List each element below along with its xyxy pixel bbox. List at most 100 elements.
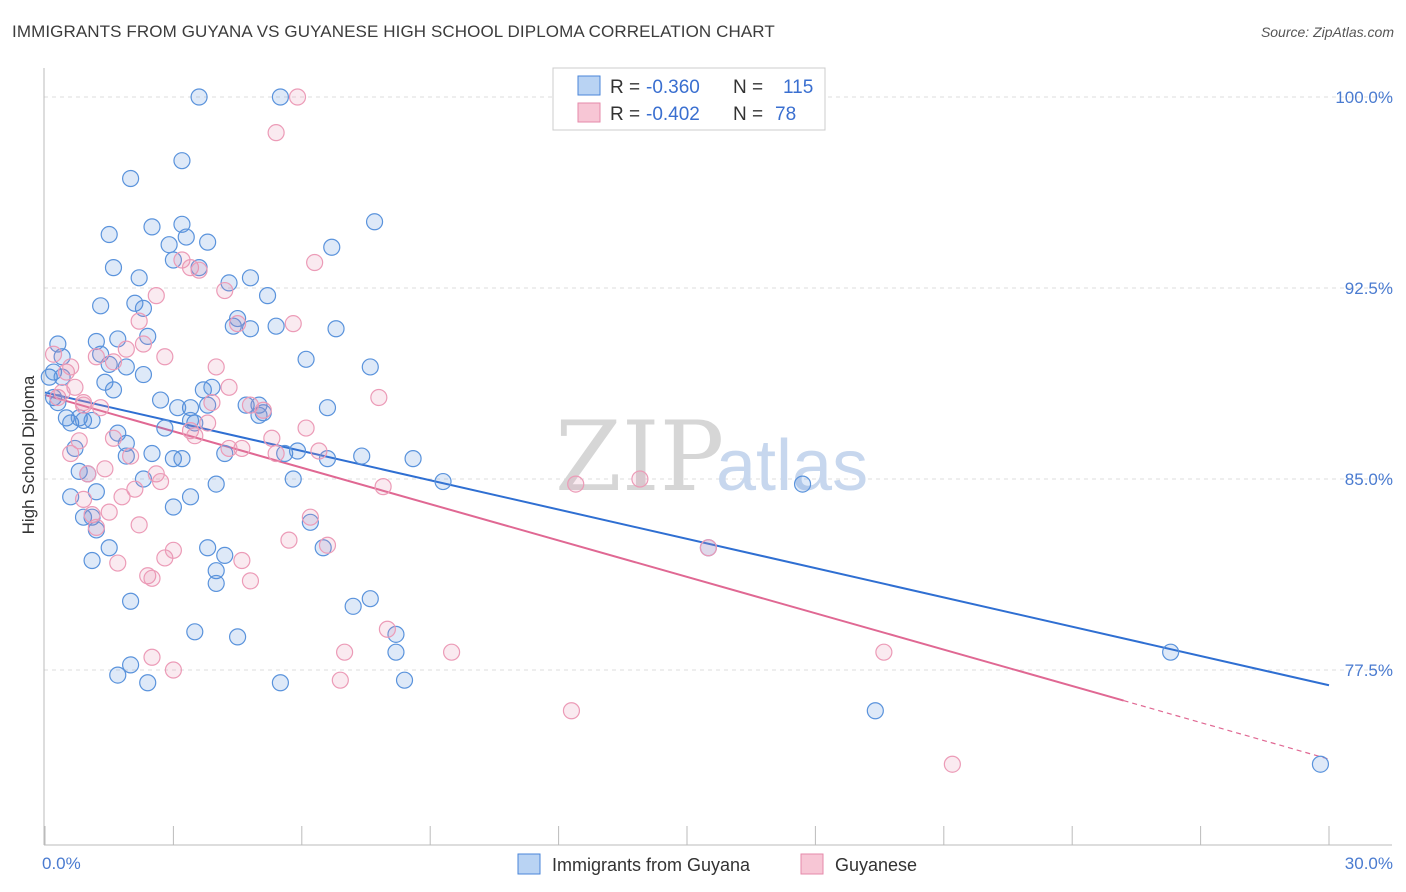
blue-point-107: [1162, 643, 1180, 661]
legend-r-label-1: R =: [610, 77, 640, 98]
blue-point-20: [87, 332, 105, 351]
legend-r-label-2: R =: [610, 104, 640, 125]
pink-point-7: [70, 432, 88, 450]
pink-point-70: [631, 470, 649, 488]
blue-point-95: [186, 623, 204, 641]
pink-point-10: [83, 506, 101, 524]
y-axis-label: High School Diploma: [19, 375, 38, 534]
blue-point-28: [104, 259, 123, 277]
pink-point-53: [263, 429, 281, 447]
pink-point-42: [284, 315, 302, 333]
pink-point-14: [100, 503, 118, 521]
blue-point-87: [199, 539, 217, 557]
pink-point-69: [567, 475, 585, 493]
pink-point-71: [699, 539, 718, 557]
pink-point-68: [562, 702, 581, 720]
pink-point-25: [164, 541, 182, 559]
bottom-legend-label-2: Guyanese: [835, 855, 917, 875]
x-tick-label-0: 0.0%: [42, 854, 81, 873]
blue-point-77: [301, 513, 319, 531]
blue-point-80: [318, 399, 337, 417]
blue-point-67: [181, 488, 200, 506]
blue-point-62: [173, 450, 191, 468]
pink-point-19: [130, 516, 148, 534]
blue-point-54: [203, 378, 221, 396]
legend-n-label-2: N =: [733, 104, 763, 125]
blue-point-79: [297, 350, 315, 368]
blue-point-27: [130, 269, 148, 287]
legend-n-value-1: 115: [783, 77, 813, 98]
blue-point-38: [177, 228, 195, 246]
blue-point-31: [92, 297, 110, 315]
blue-point-47: [258, 287, 277, 305]
pink-point-6: [62, 444, 80, 463]
blue-point-83: [361, 358, 379, 376]
pink-point-0: [44, 345, 63, 363]
pink-trend-line-extension: [1123, 699, 1330, 760]
legend-r-value-1: -0.360: [646, 77, 700, 98]
pink-point-27: [143, 648, 161, 666]
y-tick-label-2: 85.0%: [1345, 470, 1393, 489]
blue-point-86: [404, 450, 422, 468]
blue-point-64: [117, 447, 135, 465]
pink-point-4: [66, 378, 84, 396]
pink-point-30: [117, 340, 135, 358]
legend-n-label-1: N =: [733, 77, 763, 98]
blue-point-12: [87, 483, 105, 501]
blue-point-57: [169, 399, 187, 417]
pink-point-66: [336, 643, 354, 661]
legend-r-value-2: -0.402: [646, 104, 700, 125]
blue-point-81: [323, 238, 341, 256]
blue-point-89: [216, 546, 234, 565]
blue-point-18: [44, 363, 63, 381]
pink-point-62: [280, 531, 298, 549]
bottom-legend-swatch-pink: [800, 853, 824, 875]
pink-point-64: [378, 620, 396, 638]
pink-point-26: [164, 661, 182, 679]
pink-point-52: [254, 401, 272, 419]
watermark-atlas: atlas: [716, 426, 868, 506]
blue-point-105: [793, 475, 812, 493]
pink-point-44: [207, 358, 225, 376]
blue-point-16: [100, 539, 118, 557]
pink-point-15: [109, 554, 127, 572]
bottom-legend-swatch-blue: [517, 853, 541, 875]
pink-point-77: [186, 427, 204, 445]
blue-point-26: [126, 294, 144, 312]
pink-point-50: [199, 414, 217, 432]
pink-point-61: [301, 508, 319, 526]
blue-point-70: [237, 396, 255, 414]
pink-point-54: [267, 444, 285, 463]
blue-point-25: [134, 365, 153, 384]
blue-point-5: [62, 414, 80, 432]
blue-point-94: [122, 656, 140, 674]
pink-point-12: [96, 460, 114, 478]
pink-point-48: [220, 439, 238, 458]
blue-point-100: [387, 625, 405, 643]
x-tick-labels: 0.0% 30.0%: [42, 854, 1393, 873]
blue-point-90: [207, 574, 225, 593]
blue-point-91: [122, 592, 140, 610]
pink-point-59: [241, 572, 260, 590]
blue-point-96: [229, 628, 247, 646]
pink-point-55: [297, 419, 315, 437]
blue-point-17: [83, 551, 101, 570]
blue-point-101: [387, 643, 405, 661]
blue-point-66: [164, 498, 182, 516]
blue-point-43: [190, 88, 208, 106]
blue-trend-line: [44, 391, 1330, 687]
pink-point-3: [62, 358, 80, 376]
y-tick-label-0: 100.0%: [1335, 88, 1393, 107]
pink-point-41: [306, 253, 324, 272]
x-tick-label-1: 30.0%: [1345, 854, 1393, 873]
legend-swatch-blue: [577, 75, 601, 96]
pink-point-13: [104, 429, 123, 447]
blue-point-110: [49, 394, 67, 412]
blue-point-52: [327, 320, 345, 338]
pink-point-56: [310, 442, 328, 460]
pink-point-65: [331, 671, 349, 689]
pink-point-73: [943, 755, 961, 773]
blue-point-1: [49, 335, 67, 353]
blue-point-68: [207, 475, 225, 493]
